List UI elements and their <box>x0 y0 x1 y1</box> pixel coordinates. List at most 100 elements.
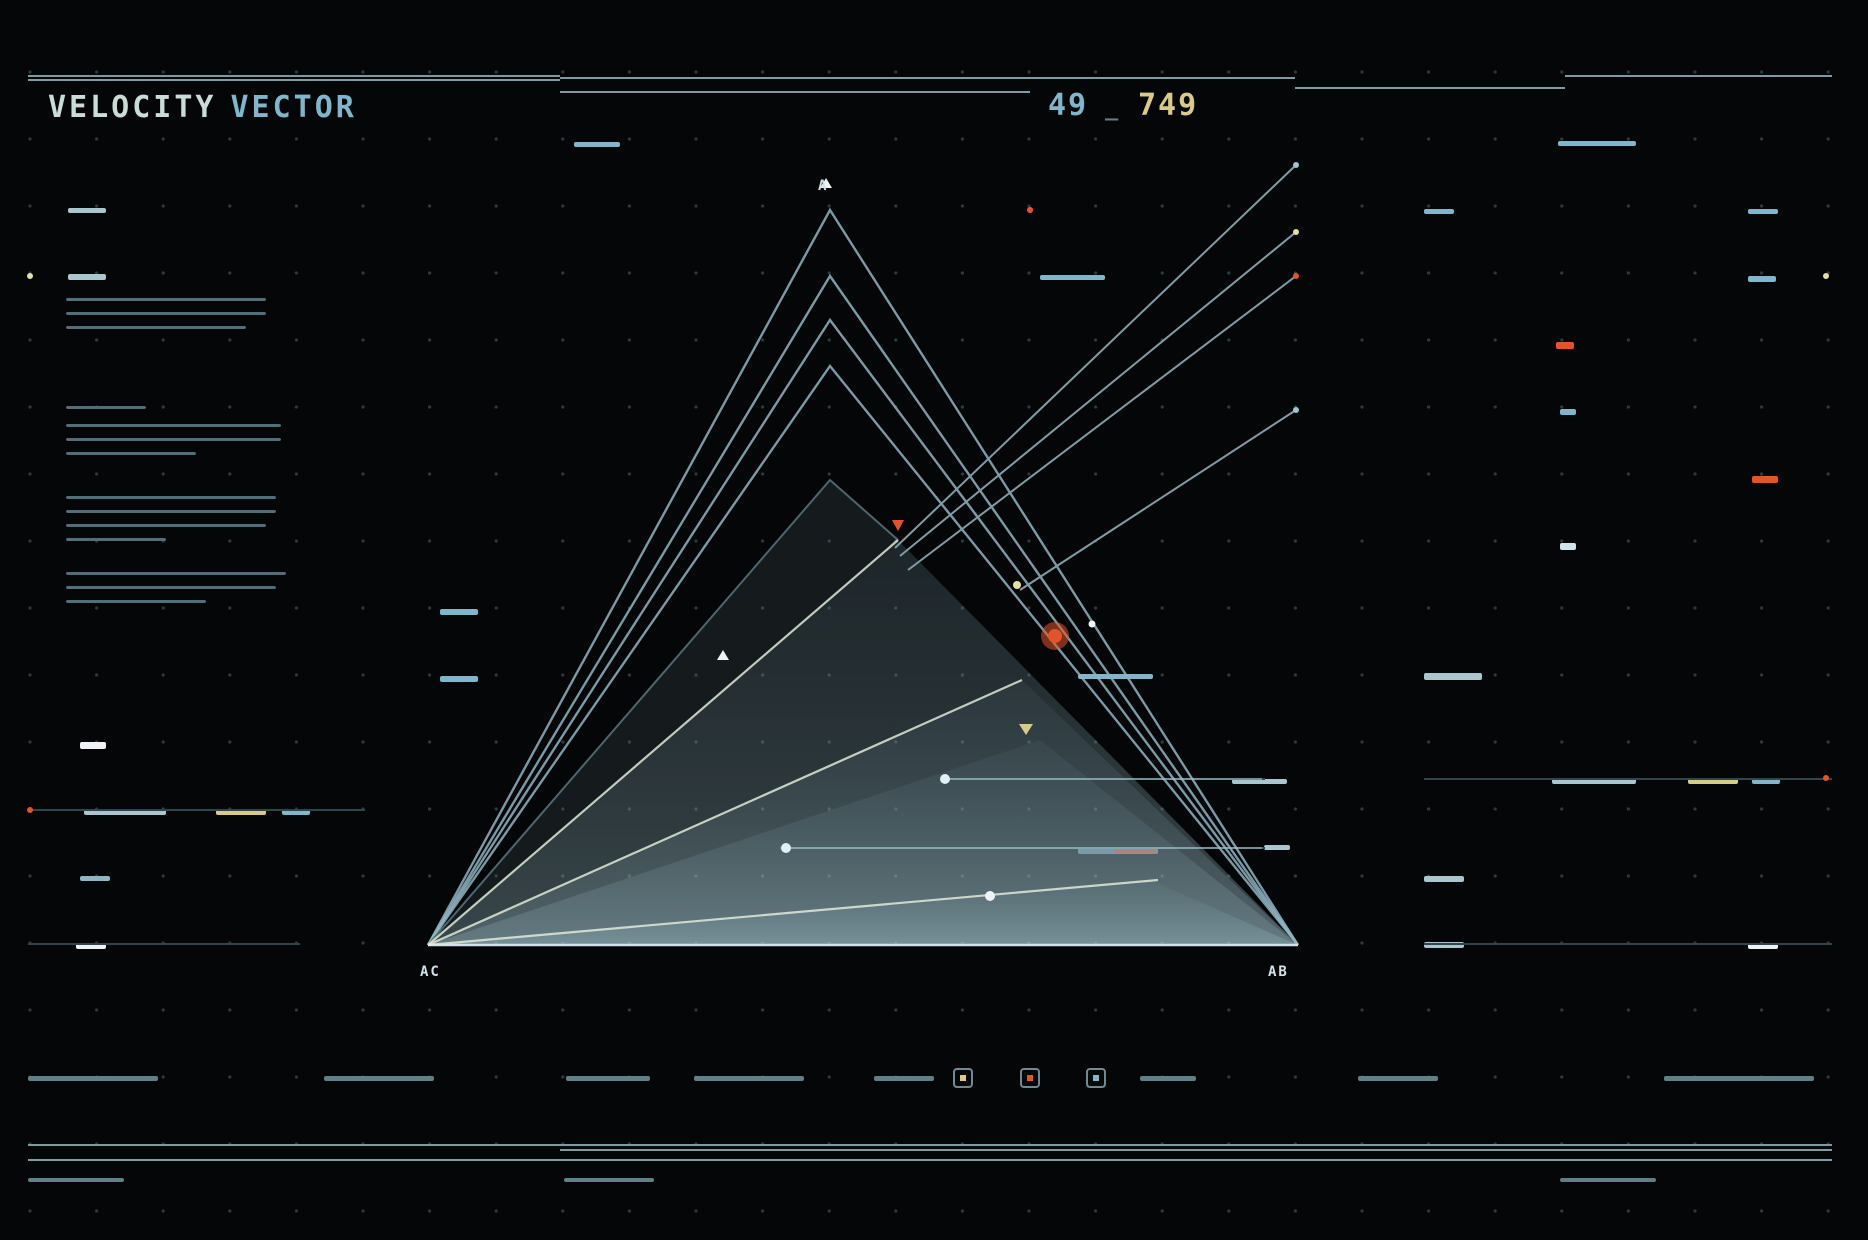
grid-dot <box>28 539 32 543</box>
grid-dot <box>1760 606 1764 610</box>
grid-dot <box>1493 807 1497 811</box>
grid-dot <box>1027 405 1031 409</box>
grid-dot <box>1626 1209 1630 1213</box>
bar-mark <box>66 538 166 541</box>
square-icon <box>953 1068 973 1088</box>
bar-mark <box>28 1076 158 1081</box>
grid-dot <box>1427 405 1431 409</box>
bar-mark <box>66 572 286 575</box>
grid-dot <box>1360 941 1364 945</box>
grid-dot <box>1027 539 1031 543</box>
grid-dot <box>228 204 232 208</box>
grid-dot <box>694 1209 698 1213</box>
grid-dot <box>627 137 632 141</box>
grid-dot <box>960 405 965 409</box>
grid-dot <box>1826 204 1830 208</box>
grid-dot <box>1160 70 1164 74</box>
grid-dot <box>1493 1008 1497 1012</box>
grid-dot <box>960 70 965 74</box>
pyramid-inner-edge <box>427 478 899 946</box>
grid-dot <box>1094 137 1098 141</box>
grid-dot <box>1560 271 1564 275</box>
bar-mark <box>66 438 281 441</box>
grid-dot <box>894 1209 898 1213</box>
grid-dot <box>827 405 831 409</box>
grid-dot <box>28 1209 32 1213</box>
grid-dot <box>95 137 99 141</box>
grid-dot <box>494 1209 498 1213</box>
grid-dot <box>428 472 432 476</box>
grid-dot <box>294 338 298 342</box>
bar-mark <box>1424 876 1464 882</box>
grid-dot <box>1293 338 1297 342</box>
ray-end <box>1293 273 1299 279</box>
grid-dot <box>161 137 165 141</box>
grid-dot <box>428 405 432 409</box>
bar-mark <box>1040 275 1105 280</box>
grid-dot <box>28 472 32 476</box>
grid-dot <box>361 874 365 878</box>
grid-dot <box>1760 338 1764 342</box>
grid-dot <box>1560 204 1564 208</box>
grid-dot <box>228 137 232 141</box>
grid-dot <box>894 1008 898 1012</box>
grid-dot <box>95 204 99 208</box>
grid-dot <box>428 204 432 208</box>
grid-dot <box>1360 405 1364 409</box>
readout-primary: 49 <box>1048 88 1089 123</box>
grid-dot <box>1560 405 1564 409</box>
grid-dot <box>1427 606 1431 610</box>
grid-dot <box>1493 405 1497 409</box>
grid-dot <box>827 70 831 74</box>
grid-dot <box>1493 137 1497 141</box>
grid-dot <box>294 70 298 74</box>
grid-dot <box>161 740 165 744</box>
grid-dot <box>1693 740 1697 744</box>
grid-dot <box>827 1209 831 1213</box>
bar-mark <box>1664 1076 1814 1081</box>
bar-mark <box>574 142 620 147</box>
grid-dot <box>1094 70 1098 74</box>
grid-dot <box>1227 271 1231 275</box>
grid-dot <box>1360 137 1364 141</box>
node-point <box>781 843 791 853</box>
grid-dot <box>694 539 698 543</box>
grid-dot <box>494 338 498 342</box>
fan-line <box>427 878 1159 947</box>
grid-dot <box>95 472 99 476</box>
bar-mark <box>1264 845 1290 850</box>
grid-dot <box>428 271 432 275</box>
grid-dot <box>1027 271 1031 275</box>
grid-dot <box>228 271 232 275</box>
grid-dot <box>161 874 165 878</box>
fan-line <box>427 539 899 946</box>
grid-dot <box>627 405 632 409</box>
grid-dot <box>1027 137 1031 141</box>
grid-dot <box>1693 606 1697 610</box>
grid-dot <box>960 1209 965 1213</box>
grid-dot <box>694 673 698 677</box>
grid-dot <box>1626 338 1630 342</box>
grid-dot <box>228 1209 232 1213</box>
grid-dot <box>1693 1008 1697 1012</box>
grid-dot <box>361 204 365 208</box>
grid-dot <box>1094 1209 1098 1213</box>
grid-dot <box>1626 137 1630 141</box>
grid-dot <box>694 405 698 409</box>
grid-dot <box>1427 740 1431 744</box>
grid-dot <box>428 874 432 878</box>
grid-dot <box>561 606 565 610</box>
grid-dot <box>294 405 298 409</box>
bar-mark <box>874 1076 934 1081</box>
grid-dot <box>1760 271 1764 275</box>
grid-dot <box>1626 1008 1630 1012</box>
ray-end <box>1027 207 1033 213</box>
grid-dot <box>1626 740 1630 744</box>
grid-dot <box>494 807 498 811</box>
grid-dot <box>1760 740 1764 744</box>
grid-dot <box>294 1209 298 1213</box>
grid-dot <box>1160 1209 1164 1213</box>
grid-dot <box>561 1075 565 1079</box>
grid-dot <box>761 271 765 275</box>
bar-mark <box>68 274 106 280</box>
